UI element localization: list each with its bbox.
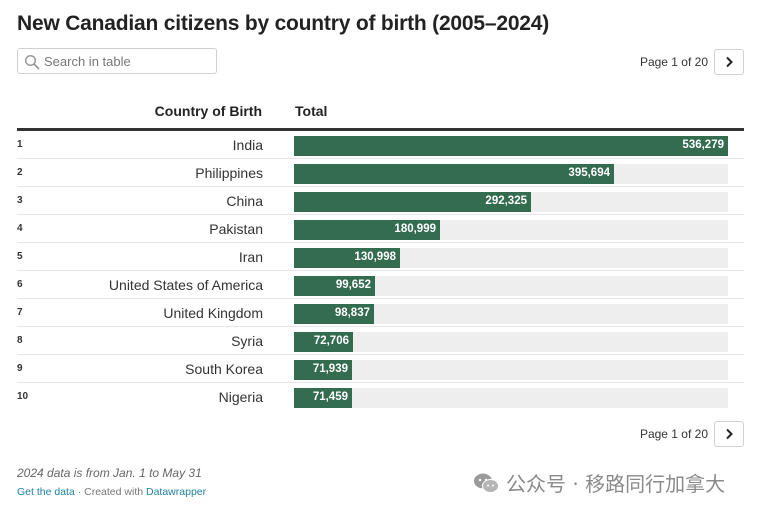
bar-track: 395,694 (294, 164, 728, 184)
row-rank: 10 (17, 391, 29, 402)
country-label: United States of America (108, 277, 263, 293)
bar-track: 71,939 (294, 360, 728, 380)
row-rank: 2 (17, 167, 23, 178)
row-rank: 5 (17, 251, 23, 262)
bar: 71,459 (294, 388, 352, 408)
bar: 292,325 (294, 192, 531, 212)
country-label: Pakistan (209, 221, 263, 237)
bar: 99,652 (294, 276, 375, 296)
datawrapper-link[interactable]: Datawrapper (146, 486, 207, 498)
country-label: Syria (231, 333, 263, 349)
chart-title: New Canadian citizens by country of birt… (17, 12, 550, 35)
bar-value-label: 130,998 (354, 251, 396, 263)
bar-track: 99,652 (294, 276, 728, 296)
bar: 395,694 (294, 164, 614, 184)
bar-track: 536,279 (294, 136, 728, 156)
row-rank: 7 (17, 307, 23, 318)
table-row: 10 Nigeria 71,459 (17, 383, 744, 411)
bar-value-label: 71,459 (312, 391, 348, 403)
search-input[interactable] (44, 51, 212, 71)
bar-value-label: 536,279 (682, 139, 724, 151)
bar-value-label: 72,706 (313, 335, 349, 347)
bar: 72,706 (294, 332, 353, 352)
country-label: Iran (238, 249, 263, 265)
column-header-total[interactable]: Total (295, 103, 328, 119)
page-indicator: Page 1 of 20 (639, 55, 708, 69)
footer-separator: · Created with (77, 486, 144, 498)
search-box[interactable] (17, 48, 217, 74)
bar-value-label: 98,837 (334, 307, 370, 319)
pagination-bottom: Page 1 of 20 (640, 421, 744, 447)
row-rank: 1 (17, 139, 23, 150)
table-row: 3 China 292,325 (17, 187, 744, 215)
get-data-link[interactable]: Get the data (17, 486, 75, 498)
bar-track: 130,998 (294, 248, 728, 268)
bar-track: 71,459 (294, 388, 728, 408)
next-page-button[interactable] (714, 49, 744, 75)
bar-track: 180,999 (294, 220, 728, 240)
chart-note: 2024 data is from Jan. 1 to May 31 (17, 466, 202, 480)
bar-value-label: 395,694 (568, 167, 610, 179)
row-rank: 6 (17, 279, 23, 290)
row-rank: 8 (17, 335, 23, 346)
chart-footer: Get the data · Created with Datawrapper (17, 486, 206, 498)
bar-track: 72,706 (294, 332, 728, 352)
bar-track: 98,837 (294, 304, 728, 324)
bar-value-label: 180,999 (394, 223, 436, 235)
row-rank: 9 (17, 363, 23, 374)
bar-value-label: 71,939 (312, 363, 348, 375)
country-label: South Korea (185, 361, 263, 377)
table-row: 4 Pakistan 180,999 (17, 215, 744, 243)
country-label: Nigeria (218, 389, 263, 405)
bar: 180,999 (294, 220, 440, 240)
row-rank: 3 (17, 195, 23, 206)
next-page-button[interactable] (714, 421, 744, 447)
row-rank: 4 (17, 223, 23, 234)
table-row: 9 South Korea 71,939 (17, 355, 744, 383)
country-label: United Kingdom (163, 305, 263, 321)
wechat-icon (474, 473, 499, 493)
header-divider (17, 128, 744, 131)
bar-value-label: 99,652 (335, 279, 371, 291)
table-row: 8 Syria 72,706 (17, 327, 744, 355)
column-header-country[interactable]: Country of Birth (154, 103, 262, 119)
table-body: 1 India 536,279 2 Philippines 395,694 3 China 29… (17, 131, 744, 411)
bar: 536,279 (294, 136, 728, 156)
country-label: Philippines (195, 165, 263, 181)
country-label: India (232, 137, 263, 153)
chevron-right-icon (726, 428, 733, 440)
table-row: 6 United States of America 99,652 (17, 271, 744, 299)
table-row: 2 Philippines 395,694 (17, 159, 744, 187)
watermark: 公众号 · 移路同行加拿大 (472, 468, 725, 497)
pagination-top: Page 1 of 20 (640, 49, 744, 75)
table-row: 5 Iran 130,998 (17, 243, 744, 271)
search-icon (24, 54, 40, 70)
watermark-text: 公众号 · 移路同行加拿大 (506, 472, 726, 496)
table-row: 7 United Kingdom 98,837 (17, 299, 744, 327)
table-row: 1 India 536,279 (17, 131, 744, 159)
bar-value-label: 292,325 (485, 195, 527, 207)
bar: 71,939 (294, 360, 352, 380)
chevron-right-icon (726, 56, 733, 68)
bar: 130,998 (294, 248, 400, 268)
bar: 98,837 (294, 304, 374, 324)
bar-track: 292,325 (294, 192, 728, 212)
country-label: China (226, 193, 263, 209)
page-indicator: Page 1 of 20 (639, 427, 708, 441)
